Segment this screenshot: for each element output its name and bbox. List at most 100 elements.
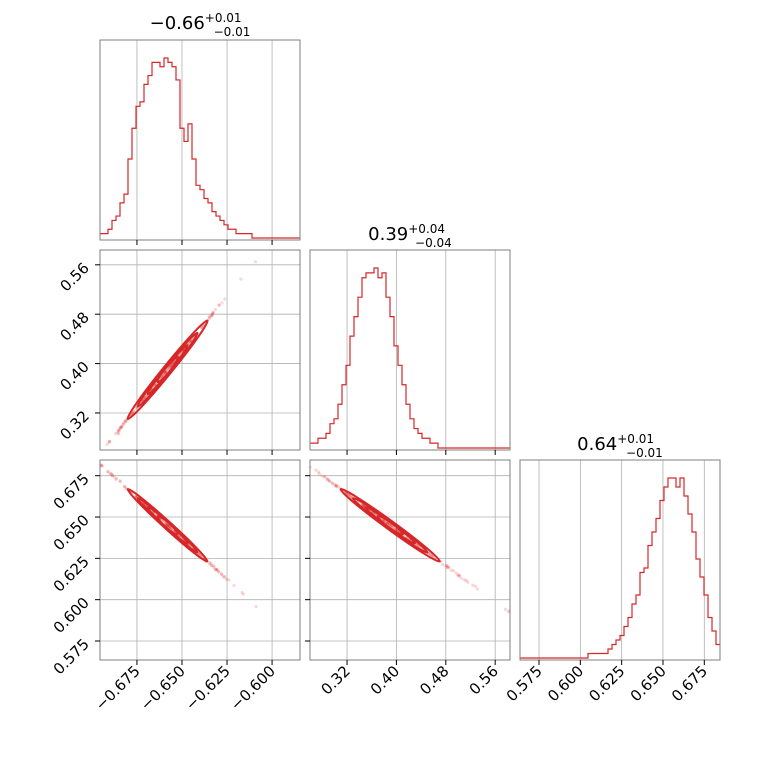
contour-level xyxy=(339,487,441,563)
sample-point xyxy=(386,521,390,526)
sample-point xyxy=(462,578,467,582)
title-param-3: 0.64+0.01 −0.01 xyxy=(577,432,663,460)
sample-point xyxy=(444,563,449,567)
sample-point xyxy=(254,604,258,609)
histogram-panel-param-1 xyxy=(99,39,301,245)
sample-point xyxy=(165,523,169,527)
sample-point xyxy=(117,428,121,433)
sample-point xyxy=(107,439,111,443)
sample-point xyxy=(446,564,450,568)
sample-point xyxy=(209,561,213,565)
histogram-line xyxy=(100,57,300,239)
sample-point xyxy=(121,422,125,426)
sample-point xyxy=(213,567,217,571)
sample-point xyxy=(385,522,390,526)
contour-level xyxy=(136,331,199,408)
y-tick-label: 0.600 xyxy=(50,594,93,637)
sample-point xyxy=(199,326,203,330)
sample-point xyxy=(117,428,121,432)
sample-point xyxy=(240,590,244,595)
sample-point xyxy=(323,474,327,479)
sample-point xyxy=(119,424,124,429)
histogram-line xyxy=(520,477,720,659)
sample-point xyxy=(314,468,318,472)
sample-point xyxy=(160,374,165,378)
sample-point xyxy=(316,470,321,474)
sample-point xyxy=(332,482,337,487)
sample-point xyxy=(134,406,138,410)
sample-point xyxy=(449,568,453,572)
sample-point xyxy=(217,303,221,307)
sample-point xyxy=(120,424,124,429)
x-tick-label: 0.48 xyxy=(416,662,452,698)
sample-point xyxy=(118,426,122,430)
sample-point xyxy=(210,563,214,568)
x-tick-label: −0.625 xyxy=(182,662,234,714)
sample-point xyxy=(122,421,126,425)
sample-point xyxy=(327,479,331,483)
sample-point xyxy=(119,426,123,430)
sample-point xyxy=(330,481,335,486)
contour-level xyxy=(126,488,209,563)
panel-frame xyxy=(99,39,301,241)
sample-point xyxy=(348,493,352,498)
sample-point xyxy=(222,575,226,580)
sample-point xyxy=(334,483,339,488)
sample-point xyxy=(445,566,450,570)
sample-point xyxy=(165,523,169,527)
sample-point xyxy=(122,484,126,489)
sample-point xyxy=(217,303,221,307)
sample-point xyxy=(114,476,118,481)
sample-point xyxy=(121,422,125,426)
sample-point xyxy=(391,525,395,529)
sample-point xyxy=(167,525,171,529)
sample-point xyxy=(169,363,173,367)
sample-point xyxy=(223,574,227,578)
sample-point xyxy=(415,543,420,547)
sample-point xyxy=(219,572,224,576)
x-tick-label: 0.40 xyxy=(367,662,403,698)
contour-level xyxy=(126,319,209,421)
sample-point xyxy=(428,553,433,557)
sample-point xyxy=(210,314,214,318)
y-tick-label: 0.625 xyxy=(50,552,93,595)
sample-point xyxy=(105,442,109,446)
histogram-line xyxy=(310,267,510,449)
sample-point xyxy=(100,464,104,468)
sample-point xyxy=(346,493,350,497)
sample-point xyxy=(164,369,168,374)
sample-point xyxy=(391,525,395,529)
sample-point xyxy=(241,592,245,596)
sample-point xyxy=(253,260,258,264)
scatter-panel-param-1-vs-param-2: 0.32 0.40 0.48 0.56 xyxy=(56,249,301,455)
sample-point xyxy=(221,574,225,578)
sample-point xyxy=(124,486,128,490)
y-tick-label: 0.675 xyxy=(50,470,93,513)
title-param-2: 0.39+0.04 −0.04 xyxy=(368,222,452,250)
sample-point xyxy=(458,574,462,578)
sample-point xyxy=(208,562,212,566)
sample-point xyxy=(207,315,211,319)
panel-frame xyxy=(309,249,511,451)
sample-point xyxy=(116,429,120,434)
sample-point xyxy=(208,316,212,320)
sample-point xyxy=(164,522,168,526)
sample-point xyxy=(210,312,214,316)
sample-point xyxy=(224,577,229,581)
panel-frame xyxy=(309,459,511,661)
sample-point xyxy=(336,485,340,489)
sample-point xyxy=(211,310,215,314)
sample-point xyxy=(161,373,165,377)
sample-point xyxy=(325,477,329,481)
x-tick-label: −0.650 xyxy=(137,662,189,714)
scatter-panel-param-2-vs-param-3: 0.32 0.40 0.48 0.56 xyxy=(305,459,511,698)
histogram-panel-param-2 xyxy=(309,249,511,455)
sample-point xyxy=(445,565,450,569)
sample-point xyxy=(163,371,167,375)
sample-point xyxy=(459,576,464,581)
sample-point xyxy=(219,572,223,576)
x-tick-label: 0.56 xyxy=(466,662,502,698)
sample-point xyxy=(389,524,394,528)
sample-point xyxy=(384,521,388,525)
sample-point xyxy=(163,521,168,525)
